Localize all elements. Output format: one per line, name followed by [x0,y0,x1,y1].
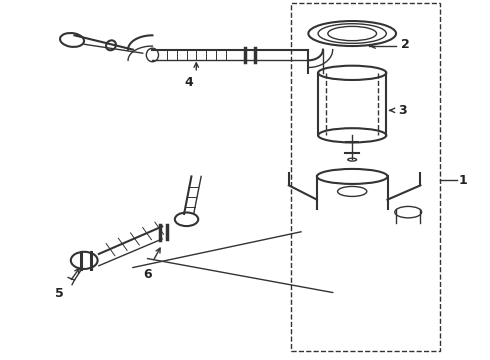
Text: 5: 5 [54,287,63,300]
Text: 3: 3 [398,104,407,117]
Text: 4: 4 [185,76,194,89]
Text: 6: 6 [143,267,152,280]
Text: 2: 2 [401,39,410,51]
Text: 1: 1 [459,174,467,186]
